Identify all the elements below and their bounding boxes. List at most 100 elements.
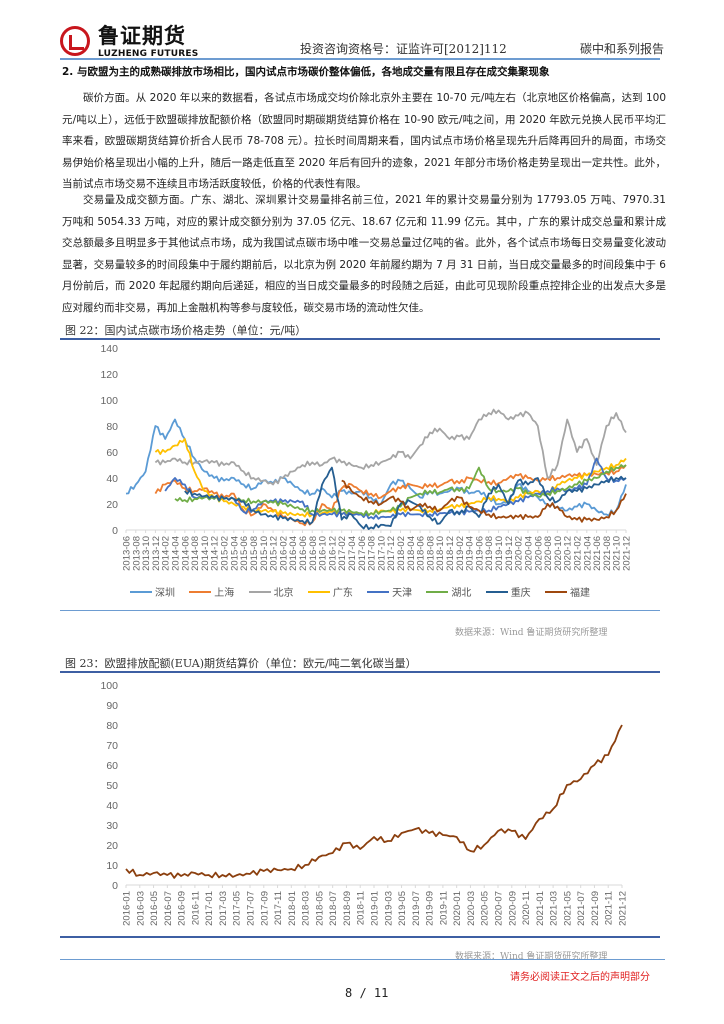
svg-text:2017-05: 2017-05 (232, 891, 243, 926)
footer-divider (60, 959, 665, 960)
svg-text:2021-10: 2021-10 (612, 536, 623, 571)
svg-text:2018-09: 2018-09 (342, 891, 353, 926)
legend-label: 深圳 (155, 588, 175, 599)
svg-text:2020-08: 2020-08 (543, 536, 554, 571)
report-series: 碳中和系列报告 (580, 42, 665, 56)
legend-item: 湖北 (426, 584, 471, 599)
figure-23-source: 数据来源：Wind 鲁证期货研究所整理 (455, 952, 608, 962)
svg-text:100: 100 (100, 680, 118, 692)
svg-text:2016-11: 2016-11 (190, 891, 201, 925)
svg-text:2020-12: 2020-12 (563, 536, 574, 571)
svg-text:2017-01: 2017-01 (204, 891, 215, 926)
svg-text:90: 90 (106, 700, 118, 712)
svg-text:2021-12: 2021-12 (622, 536, 633, 571)
svg-text:80: 80 (106, 421, 118, 433)
svg-text:2021-12: 2021-12 (618, 891, 629, 926)
legend-item: 重庆 (485, 584, 531, 599)
legend-label: 北京 (273, 588, 294, 599)
legend-label: 湖北 (451, 588, 472, 599)
svg-text:2021-07: 2021-07 (576, 891, 587, 926)
svg-text:2020-04: 2020-04 (523, 536, 534, 571)
legend-swatch-icon (307, 590, 330, 593)
svg-text:100: 100 (100, 395, 118, 407)
svg-text:2014-08: 2014-08 (190, 536, 201, 571)
legend-label: 福建 (569, 588, 590, 599)
legend-item: 福建 (544, 584, 590, 599)
y-axis: 0 20 40 60 80 100 120 140 (100, 343, 118, 537)
svg-text:2020-09: 2020-09 (507, 891, 518, 926)
svg-text:2019-11: 2019-11 (438, 891, 449, 925)
svg-text:2020-07: 2020-07 (494, 891, 505, 926)
svg-text:50: 50 (106, 780, 118, 792)
svg-text:20: 20 (106, 840, 118, 852)
figure-23-bottom-rule (60, 936, 660, 938)
x-axis: 2013-062013-082013-102013-122014-022014-… (122, 529, 633, 571)
svg-text:2020-11: 2020-11 (521, 891, 532, 925)
page-number: 8 / 11 (345, 986, 389, 1000)
svg-text:2016-03: 2016-03 (135, 891, 146, 926)
svg-text:40: 40 (106, 473, 118, 485)
svg-text:2017-10: 2017-10 (376, 536, 387, 571)
legend-swatch-icon (426, 590, 449, 593)
svg-text:2014-10: 2014-10 (200, 536, 211, 571)
paragraph-carbon-price: 碳价方面。从 2020 年以来的数据看，各试点市场成交均价除北京外主要在 10-… (62, 88, 666, 196)
legend-label: 重庆 (510, 588, 531, 599)
svg-text:2016-02: 2016-02 (278, 536, 289, 571)
logo-mark-icon (60, 26, 90, 56)
svg-text:2014-12: 2014-12 (210, 536, 221, 571)
svg-text:2015-10: 2015-10 (259, 536, 270, 571)
svg-text:30: 30 (106, 820, 118, 832)
svg-text:2021-09: 2021-09 (590, 891, 601, 926)
legend-swatch-icon (485, 590, 508, 593)
svg-text:2014-02: 2014-02 (161, 536, 172, 571)
svg-text:40: 40 (106, 800, 118, 812)
logo-english-name: LUZHENG FUTURES (98, 49, 199, 59)
y-axis: 0 10 20 30 40 50 60 70 80 90 100 (100, 680, 118, 892)
svg-text:2019-07: 2019-07 (411, 891, 422, 926)
legend-label: 天津 (392, 588, 413, 599)
legend-item: 天津 (367, 584, 412, 599)
svg-text:10: 10 (106, 860, 118, 872)
svg-text:60: 60 (106, 447, 118, 459)
svg-text:2015-02: 2015-02 (220, 536, 231, 571)
svg-text:2019-08: 2019-08 (484, 536, 495, 571)
svg-text:2017-12: 2017-12 (386, 536, 397, 571)
series-lines (125, 724, 623, 879)
legend-item: 上海 (189, 584, 234, 599)
svg-text:2020-06: 2020-06 (533, 536, 544, 571)
svg-text:2016-05: 2016-05 (149, 891, 160, 926)
paragraph-text: 交易量及成交额方面。广东、湖北、深圳累计交易量排名前三位，2021 年的累计交易… (62, 194, 666, 314)
svg-text:2018-03: 2018-03 (301, 891, 312, 926)
svg-text:2020-03: 2020-03 (466, 891, 477, 926)
legend-label: 广东 (332, 588, 353, 599)
series-line-北京 (154, 408, 627, 486)
svg-text:2020-10: 2020-10 (553, 536, 564, 571)
svg-text:2019-03: 2019-03 (383, 891, 394, 926)
section-heading: 2. 与欧盟为主的成熟碳排放市场相比，国内试点市场碳价整体偏低，各地成交量有限且… (62, 66, 550, 78)
figure-23-top-rule (60, 671, 660, 673)
disclaimer-note: 请务必阅读正文之后的声明部分 (510, 972, 650, 983)
svg-text:2021-05: 2021-05 (562, 891, 573, 926)
svg-text:2013-10: 2013-10 (141, 536, 152, 571)
svg-text:80: 80 (106, 720, 118, 732)
svg-text:2019-04: 2019-04 (465, 536, 476, 571)
x-axis: 2016-01 2016-03 2016-05 2016-07 2016-09 2016-… (122, 884, 629, 926)
svg-text:2017-08: 2017-08 (367, 536, 378, 571)
svg-text:70: 70 (106, 740, 118, 752)
svg-text:2021-04: 2021-04 (582, 536, 593, 571)
svg-text:2015-12: 2015-12 (269, 536, 280, 571)
svg-text:2020-05: 2020-05 (480, 891, 491, 926)
paragraph-volume: 交易量及成交额方面。广东、湖北、深圳累计交易量排名前三位，2021 年的累计交易… (62, 190, 666, 319)
series-lines (125, 408, 627, 530)
svg-text:2016-04: 2016-04 (288, 536, 299, 571)
svg-text:2019-06: 2019-06 (474, 536, 485, 571)
svg-text:2013-08: 2013-08 (131, 536, 142, 571)
svg-text:2015-08: 2015-08 (249, 536, 260, 571)
svg-text:2018-04: 2018-04 (406, 536, 417, 571)
svg-text:2014-04: 2014-04 (171, 536, 182, 571)
svg-text:2016-09: 2016-09 (177, 891, 188, 926)
chart-domestic-carbon-prices: 0 20 40 60 80 100 120 140 2013-062013-082013-10… (100, 343, 633, 571)
paragraph-text: 碳价方面。从 2020 年以来的数据看，各试点市场成交均价除北京外主要在 10-… (62, 92, 666, 190)
svg-text:2017-04: 2017-04 (347, 536, 358, 571)
